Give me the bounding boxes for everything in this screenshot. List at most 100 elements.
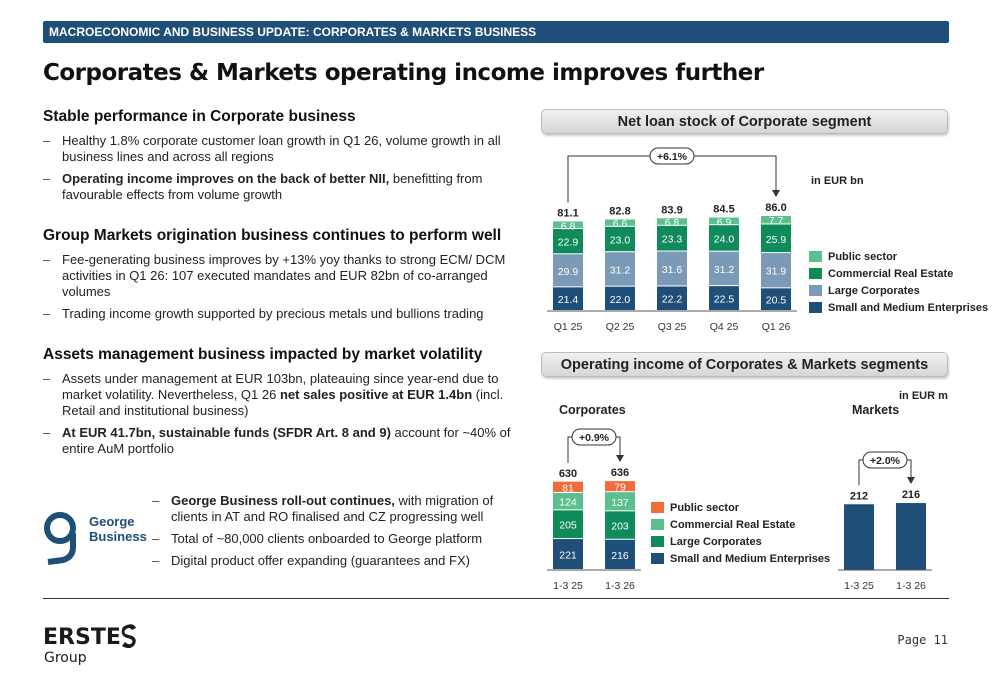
category-tick-label: 1-3 26 [896,580,926,592]
bar-segment [761,253,791,288]
income-legend-label: Public sector [670,501,740,514]
total-label: 636 [611,467,629,479]
bar-segment [553,539,583,569]
data-label: 6.8 [561,220,576,232]
data-label: 21.4 [558,294,579,306]
loan-growth-label: +6.1% [657,151,688,163]
section2-title: Group Markets origination business conti… [43,227,502,244]
bar-segment [605,226,635,252]
loan-stock-chart: 21.4 22.0 22.2 22.5 20.5 29.9 31.2 31.6 31.2 31.9… [547,147,797,333]
section2-bullet2: Trading income growth supported by preci… [43,306,518,322]
section3-bullet2-text: account for ~40% of entire AuM portfolio [62,425,511,456]
loan-legend-label: Small and Medium Enterprises [828,301,989,314]
bar-segment [553,493,583,510]
bar-segment [709,286,739,310]
george-bullet3-text: Digital product offer expanding (guarant… [171,553,470,568]
george-bullet1: George Business roll-out continues, with… [152,493,517,525]
bar-segment [553,510,583,539]
data-label: 22.0 [610,294,631,306]
section2-bullet1: Fee-generating business improves by +13%… [43,252,518,300]
group-logo-text: Group [44,650,87,666]
income-legend-label: Commercial Real Estate [670,518,796,531]
bar-segment [657,286,687,310]
george-logo-line2: Business [89,529,147,544]
total-label: 84.5 [713,204,734,216]
bar-segment [605,511,635,539]
income-legend-item: Commercial Real Estate [651,516,830,533]
operating-income-unit: in EUR m [899,390,948,402]
data-label: 6.8 [665,217,680,229]
income-legend-label: Large Corporates [670,535,762,548]
total-label: 82.8 [609,206,630,218]
total-label: 630 [559,468,577,480]
loan-growth-bubble [649,147,695,165]
category-tick-label: 1-3 25 [553,580,583,592]
income-legend-swatch [651,536,664,547]
erste-s-icon [121,624,136,649]
income-legend-swatch [651,519,664,530]
income-legend-item: Public sector [651,499,830,516]
loan-legend-label: Large Corporates [828,284,920,297]
bar-segment [605,286,635,310]
markets-growth-label: +2.0% [870,455,901,467]
section-header-bar: MACROECONOMIC AND BUSINESS UPDATE: CORPO… [43,21,949,43]
loan-legend-item: Commercial Real Estate [809,265,988,282]
loan-legend-label: Commercial Real Estate [828,267,954,280]
total-label: 81.1 [557,207,578,219]
bar-segment [709,225,739,251]
bar-segment [605,481,635,492]
bar [844,504,874,570]
loan-legend-item: Public sector [809,248,988,265]
data-label: 137 [611,497,629,509]
bar-segment [605,219,635,226]
section3-title: Assets management business impacted by m… [43,346,483,363]
data-label: 23.0 [610,235,631,247]
data-label: 22.2 [662,294,683,306]
data-label: 7.7 [769,215,784,227]
category-tick-label: Q1 25 [554,321,583,333]
data-label: 23.3 [662,234,683,246]
george-bullet1-bold: George Business roll-out continues, [171,493,395,508]
bar-segment [709,251,739,286]
george-business-logo: George Business [43,507,153,567]
section1-bullet2: Operating income improves on the back of… [43,171,518,203]
markets-income-chart: 212 1-3 25 216 1-3 26 +2.0% [838,451,932,592]
income-legend-label: Small and Medium Enterprises [670,552,831,565]
data-label: 31.9 [766,266,787,278]
section1-bullet1: Healthy 1.8% corporate customer loan gro… [43,133,518,165]
section3-bullet1-text-a: Assets under management at EUR 103bn, pl… [62,371,499,402]
section3-bullet2: At EUR 41.7bn, sustainable funds (SFDR A… [43,425,518,457]
income-legend-item: Large Corporates [651,533,830,550]
george-bullet3: Digital product offer expanding (guarant… [152,553,517,569]
section3-bullet2-bold: At EUR 41.7bn, sustainable funds (SFDR A… [62,425,391,440]
section3-bullet1: Assets under management at EUR 103bn, pl… [43,371,518,419]
george-bullet1-text: with migration of clients in AT and RO f… [171,493,494,524]
data-label: 79 [614,482,626,494]
bar-segment [761,224,791,253]
footer-divider [43,598,949,599]
loan-legend-swatch [809,251,822,262]
left-text-column: Stable performance in Corporate business… [43,108,518,463]
category-tick-label: Q1 26 [762,321,791,333]
data-label: 124 [559,497,577,509]
category-tick-label: 1-3 26 [605,580,635,592]
george-bullets: George Business roll-out continues, with… [152,493,517,575]
total-label: 83.9 [661,204,682,216]
bar-segment [657,218,687,225]
total-label: 216 [902,489,920,501]
total-label: 86.0 [765,202,786,214]
section3-bullet1-bold: net sales positive at EUR 1.4bn [279,387,473,402]
bar-segment [553,481,583,492]
loan-stock-unit: in EUR bn [811,175,864,187]
section2-bullet1-text: Fee-generating business improves by +13%… [62,252,506,299]
bar-segment [657,225,687,251]
corporates-income-chart: 221 216 205 203 124 137 81 79 630 636 1-3 25 1-3 26… [547,428,641,592]
bar [896,503,926,570]
bar-segment [553,229,583,254]
operating-income-panel-title: Operating income of Corporates & Markets… [541,352,948,377]
data-label: 24.0 [714,233,735,245]
data-label: 205 [559,520,577,532]
loan-legend-swatch [809,268,822,279]
section1-bullet2-text: benefitting from favourable effects from… [62,171,483,202]
erste-group-logo: ERSTE Group [43,624,136,666]
